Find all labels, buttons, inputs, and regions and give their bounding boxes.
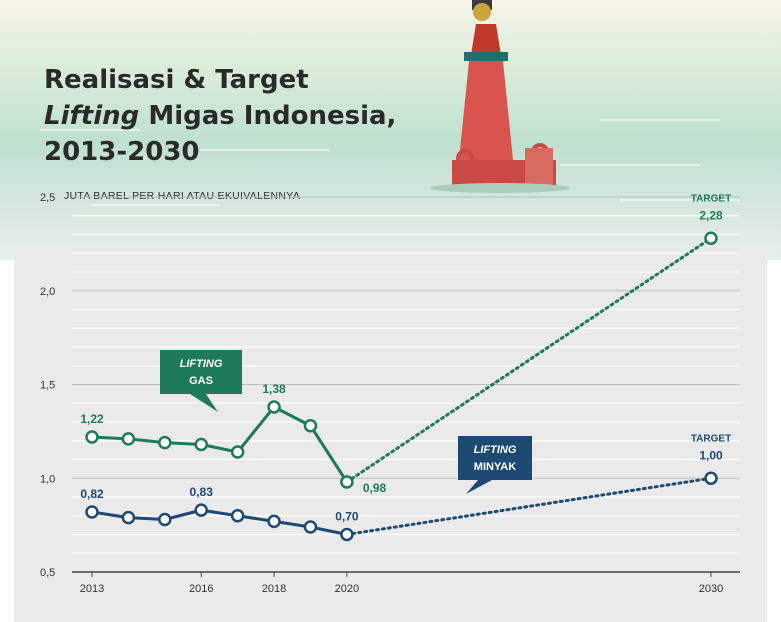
series-callout-box — [160, 350, 242, 394]
title-italic-word: Lifting — [44, 101, 140, 131]
target-value-label: 2,28 — [699, 208, 723, 222]
data-point — [85, 430, 99, 444]
data-point — [158, 512, 172, 527]
title-line-2: Lifting Migas Indonesia, — [44, 98, 396, 134]
data-point — [230, 445, 245, 459]
target-point — [704, 471, 718, 485]
series-callout-label-italic: LIFTING — [474, 444, 517, 456]
data-point — [121, 432, 136, 446]
x-tick-label: 2013 — [80, 583, 104, 595]
series-callout-tail — [466, 480, 492, 494]
data-point — [121, 510, 136, 525]
data-point — [267, 400, 281, 414]
data-point — [303, 520, 318, 534]
x-tick-label: 2020 — [335, 583, 359, 595]
data-label: 0,82 — [80, 487, 104, 501]
data-point — [340, 475, 354, 489]
target-projection-line — [345, 476, 713, 536]
data-point — [267, 514, 281, 529]
data-point — [194, 503, 208, 517]
data-point — [85, 505, 99, 519]
y-tick-label: 0,5 — [40, 567, 55, 579]
data-label: 0,83 — [190, 485, 214, 499]
target-tag: TARGET — [691, 193, 731, 204]
series-callout-box — [458, 436, 532, 480]
data-label: 1,22 — [80, 412, 104, 426]
series-callout-label: GAS — [189, 375, 213, 387]
data-label: 1,38 — [262, 382, 286, 396]
series-callout-label: MINYAK — [474, 461, 516, 473]
data-point — [230, 509, 245, 523]
y-tick-label: 2,5 — [40, 192, 55, 204]
data-point — [340, 527, 354, 542]
target-projection-line — [345, 236, 713, 484]
data-label: 0,70 — [335, 510, 359, 524]
buoy-illustration — [430, 0, 570, 193]
x-tick-label: 2016 — [189, 583, 213, 595]
series-callout-tail — [190, 394, 218, 412]
chart-title: Realisasi & Target Lifting Migas Indones… — [44, 62, 396, 170]
title-line-3: 2013-2030 — [44, 137, 200, 167]
data-point — [158, 435, 172, 450]
data-point — [303, 419, 318, 433]
data-point — [194, 437, 208, 452]
y-tick-label: 1,0 — [40, 473, 55, 485]
x-tick-label: 2030 — [699, 583, 723, 595]
y-tick-label: 2,0 — [40, 286, 55, 298]
x-tick-label: 2018 — [262, 583, 286, 595]
unit-label: JUTA BAREL PER HARI ATAU EKUIVALENNYA — [64, 190, 301, 202]
data-label: 0,98 — [363, 481, 387, 495]
target-tag: TARGET — [691, 433, 731, 444]
title-line-1: Realisasi & Target — [44, 65, 309, 95]
title-line-2-rest: Migas Indonesia, — [139, 101, 397, 131]
target-value-label: 1,00 — [699, 448, 723, 462]
series-callout-label-italic: LIFTING — [180, 358, 223, 370]
target-point — [704, 231, 718, 245]
y-tick-label: 1,5 — [40, 380, 55, 392]
